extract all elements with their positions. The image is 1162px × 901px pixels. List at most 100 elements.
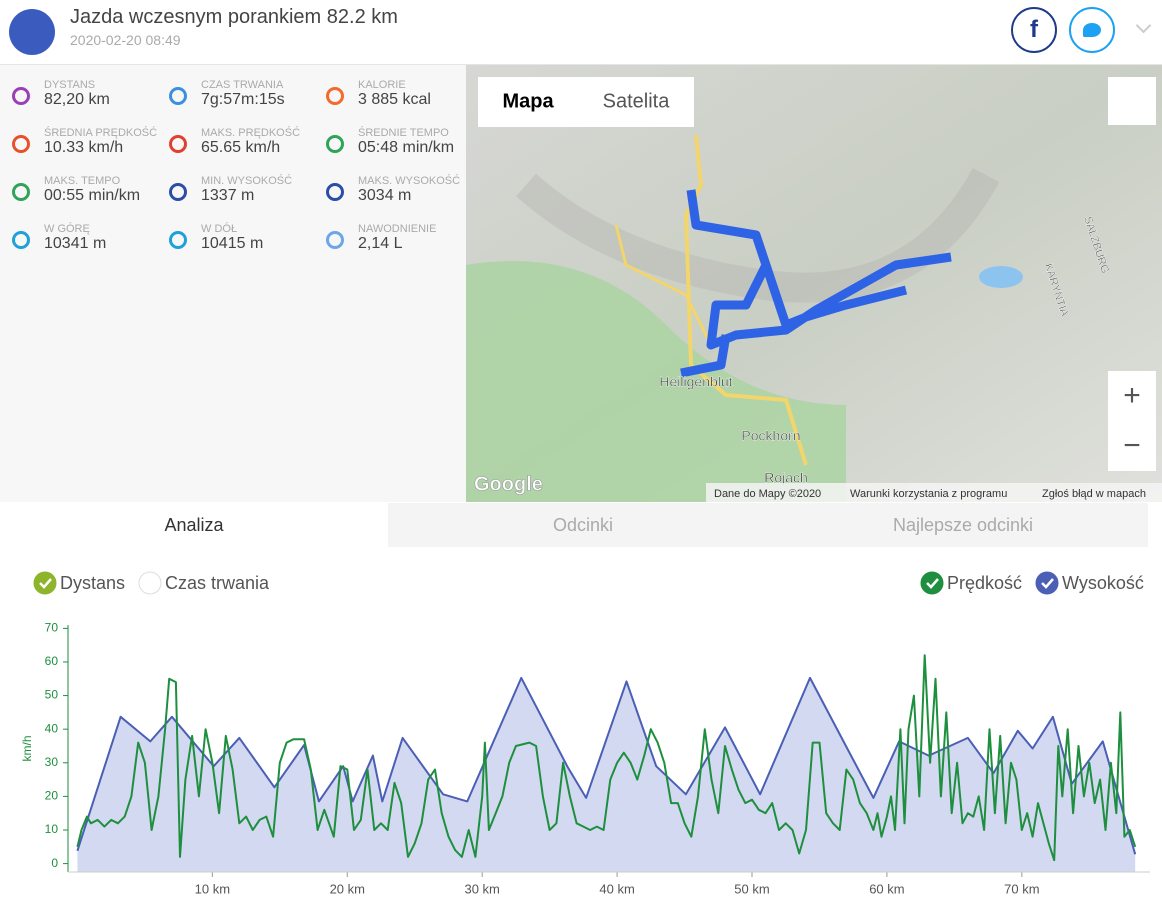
stat-label: CZAS TRWANIA xyxy=(201,79,284,91)
check-mark xyxy=(1041,578,1054,589)
stats-panel: DYSTANS 82,20 km CZAS TRWANIA 7g:57m:15s KAL… xyxy=(0,65,466,502)
stat-value: 00:55 min/km xyxy=(44,187,141,204)
stat-label: ŚREDNIA PRĘDKOŚĆ xyxy=(44,127,158,139)
y-tick-label: 10 xyxy=(45,822,59,836)
toggle-label: Dystans xyxy=(60,573,125,593)
attribution[interactable]: Zgłoś błąd w mapach xyxy=(1042,488,1146,500)
map-ridge xyxy=(516,167,1000,303)
map-forest xyxy=(466,261,846,502)
twitter-button[interactable] xyxy=(1069,7,1115,53)
stat-icon xyxy=(12,183,30,201)
facebook-button[interactable]: f xyxy=(1011,7,1057,53)
stat-label: NAWODNIENIE xyxy=(358,223,437,235)
line xyxy=(76,676,1137,855)
x-tick-label: 20 km xyxy=(330,881,365,896)
attribution[interactable]: Warunki korzystania z programu xyxy=(850,488,1007,500)
stat-icon xyxy=(326,231,344,249)
y-axis-label: km/h xyxy=(20,735,34,761)
place-label: Rojach xyxy=(764,470,808,486)
y-tick-label: 0 xyxy=(51,856,58,870)
map-road xyxy=(683,134,808,466)
stat-label: W GÓRĘ xyxy=(44,223,90,235)
map-lake xyxy=(979,266,1023,288)
activity-icon xyxy=(9,9,55,55)
checkbox xyxy=(920,571,944,595)
stat-value: 10.33 km/h xyxy=(44,139,124,156)
x-tick-label: 40 km xyxy=(599,881,634,896)
x-tick-label: 10 km xyxy=(195,881,230,896)
area xyxy=(77,677,1136,872)
map-type-bar xyxy=(478,77,694,127)
attribution: Dane do Mapy ©2020 xyxy=(714,488,821,500)
toggle-label: Czas trwania xyxy=(165,573,270,593)
stat-icon xyxy=(12,231,30,249)
expand-arrow[interactable] xyxy=(1135,17,1152,34)
legend-toggle[interactable] xyxy=(1035,571,1059,595)
stat-value: 3 885 kcal xyxy=(358,91,431,108)
tab[interactable]: Odcinki xyxy=(388,503,778,547)
stat-icon xyxy=(169,231,187,249)
stat-icon xyxy=(326,135,344,153)
y-tick-label: 50 xyxy=(45,688,59,702)
legend-label: Prędkość xyxy=(947,573,1022,593)
place-label: Heiligenblut xyxy=(659,374,732,390)
zoom-out[interactable]: − xyxy=(1123,429,1141,462)
stat-value: 10341 m xyxy=(44,235,107,252)
stat-icon xyxy=(169,87,187,105)
stat-icon xyxy=(12,87,30,105)
stat-label: MAKS. PRĘDKOŚĆ xyxy=(201,127,301,139)
stat-value: 10415 m xyxy=(201,235,264,252)
stat-label: W DÓŁ xyxy=(201,223,238,235)
y-tick-label: 60 xyxy=(45,654,59,668)
stat-value: 65.65 km/h xyxy=(201,139,281,156)
stat-value: 05:48 min/km xyxy=(358,139,455,156)
y-tick-label: 20 xyxy=(45,789,59,803)
tabs: Analiza Odcinki Najlepsze odcinki xyxy=(0,503,1162,547)
check-mark xyxy=(926,578,939,589)
check-mark xyxy=(39,578,52,589)
toggle[interactable] xyxy=(138,571,162,595)
map: HeiligenblutPockhornRojachKARYNTIASALZBU… xyxy=(466,65,1162,502)
stat-icon xyxy=(169,183,187,201)
stat-value: 7g:57m:15s xyxy=(201,91,285,108)
stat-value: 3034 m xyxy=(358,187,412,204)
stat-label: MIN. WYSOKOŚĆ xyxy=(201,175,293,187)
map-tab[interactable]: Satelita xyxy=(603,90,671,112)
legend-toggle[interactable] xyxy=(920,571,944,595)
stat-value: 82,20 km xyxy=(44,91,110,108)
route xyxy=(680,189,952,378)
attribution-bar xyxy=(706,483,1162,502)
stat-icon xyxy=(169,135,187,153)
title: Jazda wczesnym porankiem 82.2 km xyxy=(70,6,398,28)
stat-value: 1337 m xyxy=(201,187,255,204)
x-tick-label: 50 km xyxy=(734,881,769,896)
y-tick-label: 40 xyxy=(45,721,59,735)
toggle[interactable] xyxy=(33,571,57,595)
checkbox xyxy=(138,571,162,595)
y-tick-label: 70 xyxy=(45,621,59,635)
date: 2020-02-20 08:49 xyxy=(70,32,181,48)
map-tab[interactable]: Mapa xyxy=(502,90,554,112)
google-logo: Google xyxy=(474,473,543,495)
stat-label: ŚREDNIE TEMPO xyxy=(358,127,449,139)
stat-label: DYSTANS xyxy=(44,79,96,91)
checkbox xyxy=(33,571,57,595)
place-label: Pockhorn xyxy=(741,428,800,444)
chart: Dystans Czas trwania Prędkość Wysokość km/h 0… xyxy=(20,571,1150,896)
x-tick-label: 60 km xyxy=(869,881,904,896)
y-tick-label: 30 xyxy=(45,755,59,769)
tab[interactable]: Analiza xyxy=(0,503,388,547)
tab[interactable]: Najlepsze odcinki xyxy=(778,503,1148,547)
zoom-in[interactable]: + xyxy=(1123,379,1141,412)
stat-label: MAKS. TEMPO xyxy=(44,175,121,187)
fullscreen-button[interactable] xyxy=(1108,77,1156,125)
line xyxy=(76,654,1137,862)
zoom-controls xyxy=(1108,371,1156,471)
stat-icon xyxy=(12,135,30,153)
stat-value: 2,14 L xyxy=(358,235,403,252)
x-tick-label: 30 km xyxy=(464,881,499,896)
stat-icon xyxy=(326,183,344,201)
checkbox xyxy=(1035,571,1059,595)
header: Jazda wczesnym porankiem 82.2 km 2020-02… xyxy=(0,0,1162,65)
